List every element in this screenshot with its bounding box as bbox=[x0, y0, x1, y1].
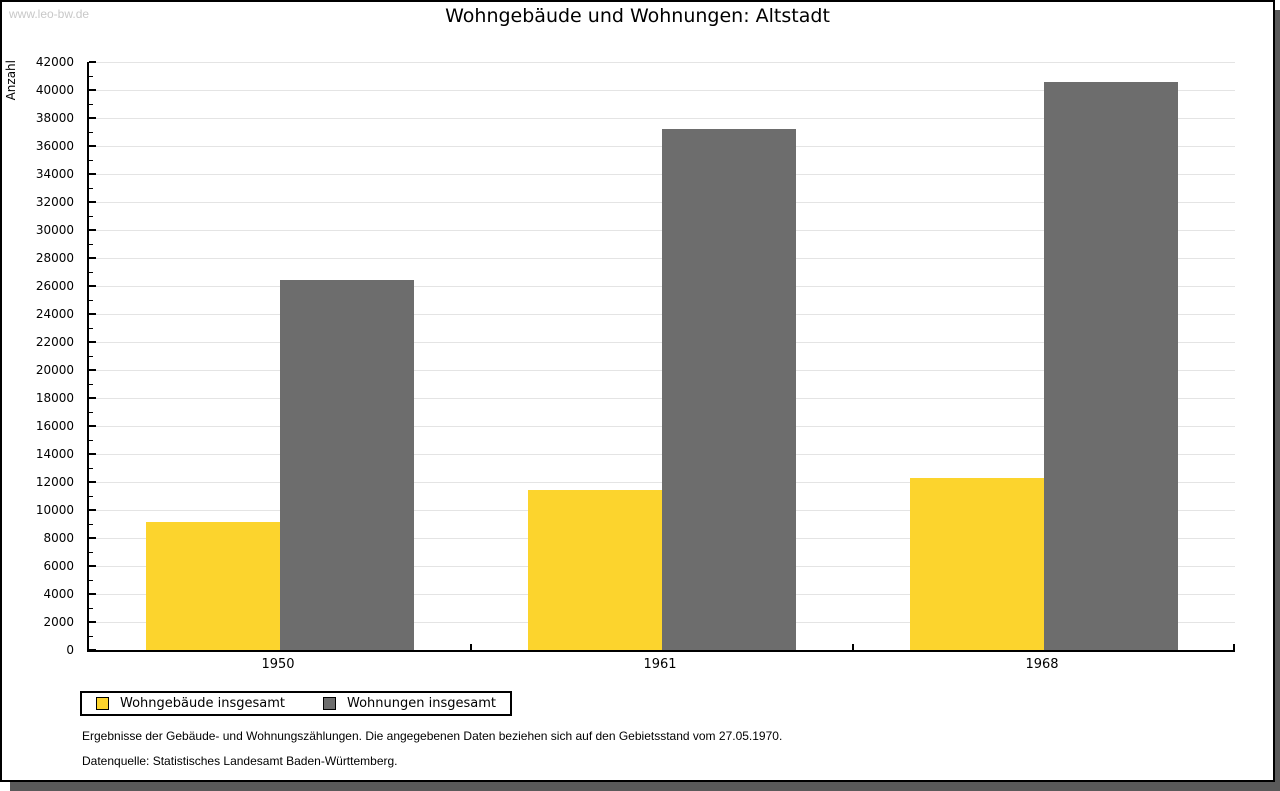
y-axis-major-tick bbox=[89, 621, 96, 623]
y-tick-label: 6000 bbox=[43, 559, 74, 573]
y-tick-label: 2000 bbox=[43, 615, 74, 629]
bar-1968-wohngebaeude bbox=[910, 478, 1044, 650]
y-axis-major-tick bbox=[89, 537, 96, 539]
y-axis-minor-tick bbox=[89, 552, 93, 553]
y-axis-major-tick bbox=[89, 285, 96, 287]
legend: Wohngebäude insgesamt Wohnungen insgesam… bbox=[80, 691, 512, 716]
y-axis-major-tick bbox=[89, 173, 96, 175]
bar-1961-wohngebaeude bbox=[528, 490, 662, 650]
y-axis-minor-tick bbox=[89, 272, 93, 273]
y-axis-minor-tick bbox=[89, 524, 93, 525]
y-axis-minor-tick bbox=[89, 132, 93, 133]
y-axis-minor-tick bbox=[89, 216, 93, 217]
y-axis-major-tick bbox=[89, 201, 96, 203]
y-axis-minor-tick bbox=[89, 244, 93, 245]
y-tick-label: 0 bbox=[66, 643, 74, 657]
y-axis-tick-labels: 0 2000 4000 6000 8000 10000 12000 14000 16000 180… bbox=[2, 55, 80, 657]
x-tick-label: 1968 bbox=[1025, 657, 1059, 672]
gridline bbox=[89, 90, 1235, 91]
legend-label-wohngebaeude: Wohngebäude insgesamt bbox=[120, 696, 285, 711]
bar-1968-wohnungen bbox=[1044, 82, 1178, 650]
y-axis-major-tick bbox=[89, 593, 96, 595]
legend-label-wohnungen: Wohnungen insgesamt bbox=[347, 696, 496, 711]
y-axis-minor-tick bbox=[89, 76, 93, 77]
y-axis-minor-tick bbox=[89, 384, 93, 385]
y-axis-minor-tick bbox=[89, 188, 93, 189]
y-axis-minor-tick bbox=[89, 104, 93, 105]
y-axis-major-tick bbox=[89, 453, 96, 455]
y-axis-major-tick bbox=[89, 89, 96, 91]
x-axis-tick bbox=[852, 644, 854, 650]
bar-1961-wohnungen bbox=[662, 129, 796, 650]
y-tick-label: 12000 bbox=[35, 475, 74, 489]
y-axis-major-tick bbox=[89, 313, 96, 315]
footnote-gebietsstand: Ergebnisse der Gebäude- und Wohnungszähl… bbox=[82, 729, 783, 743]
y-tick-label: 34000 bbox=[35, 167, 74, 181]
y-tick-label: 38000 bbox=[35, 111, 74, 125]
plot-area bbox=[87, 61, 1235, 652]
watermark-url: www.leo-bw.de bbox=[9, 7, 90, 21]
y-axis-major-tick bbox=[89, 481, 96, 483]
y-axis-minor-tick bbox=[89, 440, 93, 441]
y-axis-minor-tick bbox=[89, 356, 93, 357]
y-tick-label: 30000 bbox=[35, 223, 74, 237]
footnote-datenquelle: Datenquelle: Statistisches Landesamt Bad… bbox=[82, 754, 398, 768]
gridline bbox=[89, 118, 1235, 119]
y-tick-label: 32000 bbox=[35, 195, 74, 209]
y-tick-label: 40000 bbox=[35, 83, 74, 97]
y-tick-label: 10000 bbox=[35, 503, 74, 517]
y-tick-label: 36000 bbox=[35, 139, 74, 153]
y-tick-label: 14000 bbox=[35, 447, 74, 461]
y-axis-major-tick bbox=[89, 565, 96, 567]
legend-swatch-wohngebaeude bbox=[96, 697, 109, 710]
y-tick-label: 4000 bbox=[43, 587, 74, 601]
legend-item-wohngebaeude: Wohngebäude insgesamt bbox=[96, 696, 285, 711]
bar-1950-wohnungen bbox=[280, 280, 414, 650]
y-axis-major-tick bbox=[89, 117, 96, 119]
x-tick-label: 1961 bbox=[643, 657, 677, 672]
y-axis-major-tick bbox=[89, 257, 96, 259]
y-axis-major-tick bbox=[89, 509, 96, 511]
y-tick-label: 28000 bbox=[35, 251, 74, 265]
y-axis-major-tick bbox=[89, 425, 96, 427]
x-axis-tick bbox=[470, 644, 472, 650]
y-tick-label: 24000 bbox=[35, 307, 74, 321]
y-axis-major-tick bbox=[89, 61, 96, 63]
bar-1950-wohngebaeude bbox=[146, 522, 280, 650]
y-axis-minor-tick bbox=[89, 160, 93, 161]
y-axis-minor-tick bbox=[89, 496, 93, 497]
gridline bbox=[89, 62, 1235, 63]
y-tick-label: 20000 bbox=[35, 363, 74, 377]
y-axis-major-tick bbox=[89, 145, 96, 147]
y-axis-major-tick bbox=[89, 397, 96, 399]
y-axis-minor-tick bbox=[89, 300, 93, 301]
y-tick-label: 8000 bbox=[43, 531, 74, 545]
y-tick-label: 22000 bbox=[35, 335, 74, 349]
y-axis-major-tick bbox=[89, 649, 96, 651]
y-axis-minor-tick bbox=[89, 580, 93, 581]
legend-swatch-wohnungen bbox=[323, 697, 336, 710]
chart-title: Wohngebäude und Wohnungen: Altstadt bbox=[445, 5, 830, 27]
y-tick-label: 26000 bbox=[35, 279, 74, 293]
y-tick-label: 42000 bbox=[35, 55, 74, 69]
y-axis-minor-tick bbox=[89, 468, 93, 469]
y-axis-major-tick bbox=[89, 341, 96, 343]
x-tick-label: 1950 bbox=[261, 657, 295, 672]
y-axis-minor-tick bbox=[89, 636, 93, 637]
x-axis-tick bbox=[1233, 644, 1235, 650]
y-tick-label: 16000 bbox=[35, 419, 74, 433]
y-axis-minor-tick bbox=[89, 412, 93, 413]
y-axis-major-tick bbox=[89, 229, 96, 231]
y-axis-minor-tick bbox=[89, 328, 93, 329]
y-axis-minor-tick bbox=[89, 608, 93, 609]
y-axis-major-tick bbox=[89, 369, 96, 371]
y-tick-label: 18000 bbox=[35, 391, 74, 405]
legend-item-wohnungen: Wohnungen insgesamt bbox=[323, 696, 496, 711]
